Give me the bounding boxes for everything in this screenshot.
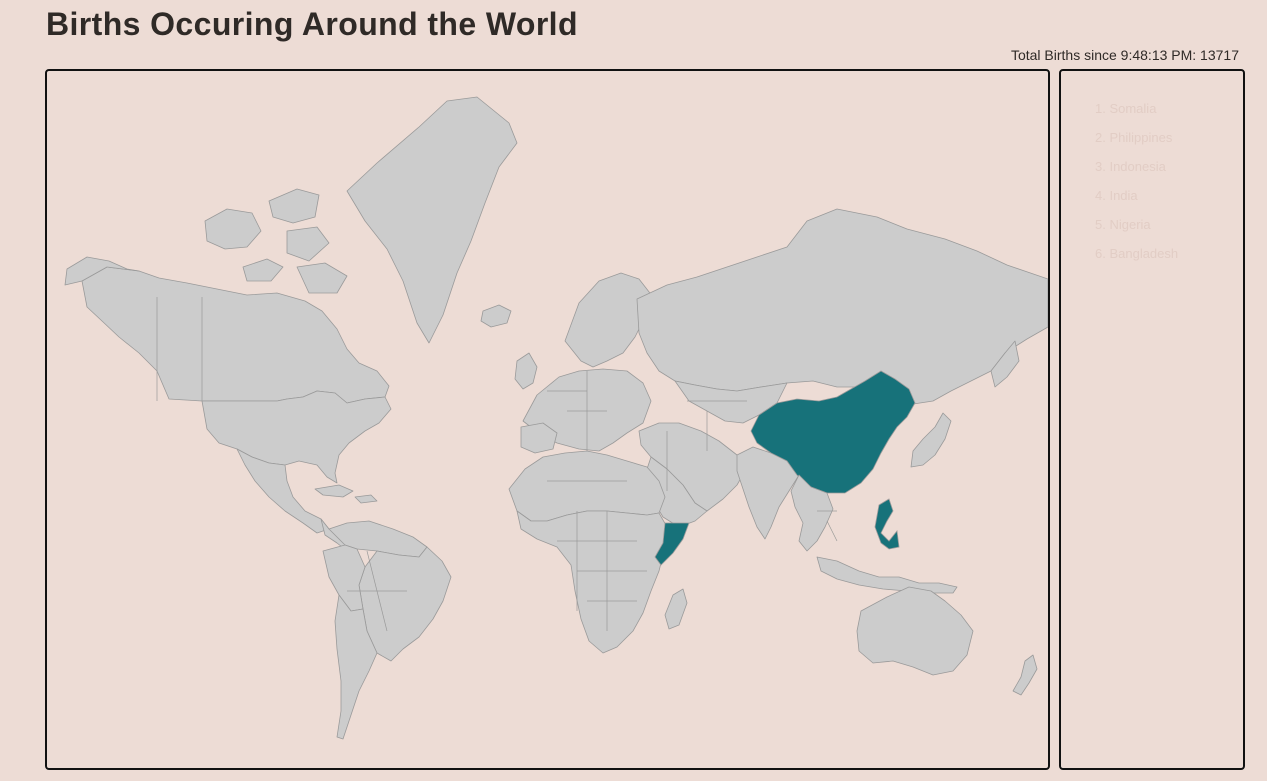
country-canada[interactable] [81,266,390,404]
country-australia[interactable] [856,586,974,676]
list-item: 2. Philippines [1095,130,1173,145]
country-japan[interactable] [910,412,952,468]
country-madagascar[interactable] [664,588,688,630]
country-africa-north[interactable] [508,450,666,522]
country-indonesia[interactable] [816,556,958,594]
country-uk[interactable] [514,352,538,390]
caribbean-islands[interactable] [314,484,378,504]
recent-births-list: 1. Somalia 2. Philippines 3. Indonesia 4… [1061,71,1243,268]
country-argentina-chile[interactable] [334,594,378,740]
recent-births-panel: 1. Somalia 2. Philippines 3. Indonesia 4… [1059,69,1245,770]
country-africa-central[interactable] [516,510,668,654]
list-item: 1. Somalia [1095,101,1157,116]
country-iceland[interactable] [480,304,512,328]
southeast-asia[interactable] [790,474,834,552]
list-item: 3. Indonesia [1095,159,1166,174]
country-alaska[interactable] [64,256,140,286]
page-title: Births Occuring Around the World [46,6,578,42]
world-map-panel [45,69,1050,770]
kamchatka[interactable] [990,340,1020,388]
list-item: 4. India [1095,188,1138,203]
country-philippines-highlighted[interactable] [874,498,900,550]
list-item: 6. Bangladesh [1095,246,1179,261]
arctic-islands[interactable] [204,188,348,294]
total-births-counter: Total Births since 9:48:13 PM: 13717 [1010,47,1239,63]
country-peru-bolivia[interactable] [322,544,366,612]
country-russia[interactable] [636,208,1048,406]
list-item: 5. Nigeria [1095,217,1151,232]
country-borders [156,297,838,632]
country-spain[interactable] [520,422,558,454]
country-new-zealand[interactable] [1012,654,1038,696]
country-china-highlighted[interactable] [750,370,916,494]
country-somalia-highlighted[interactable] [654,522,690,566]
country-greenland[interactable] [346,96,518,344]
country-usa[interactable] [201,390,392,484]
world-map [64,96,1048,740]
